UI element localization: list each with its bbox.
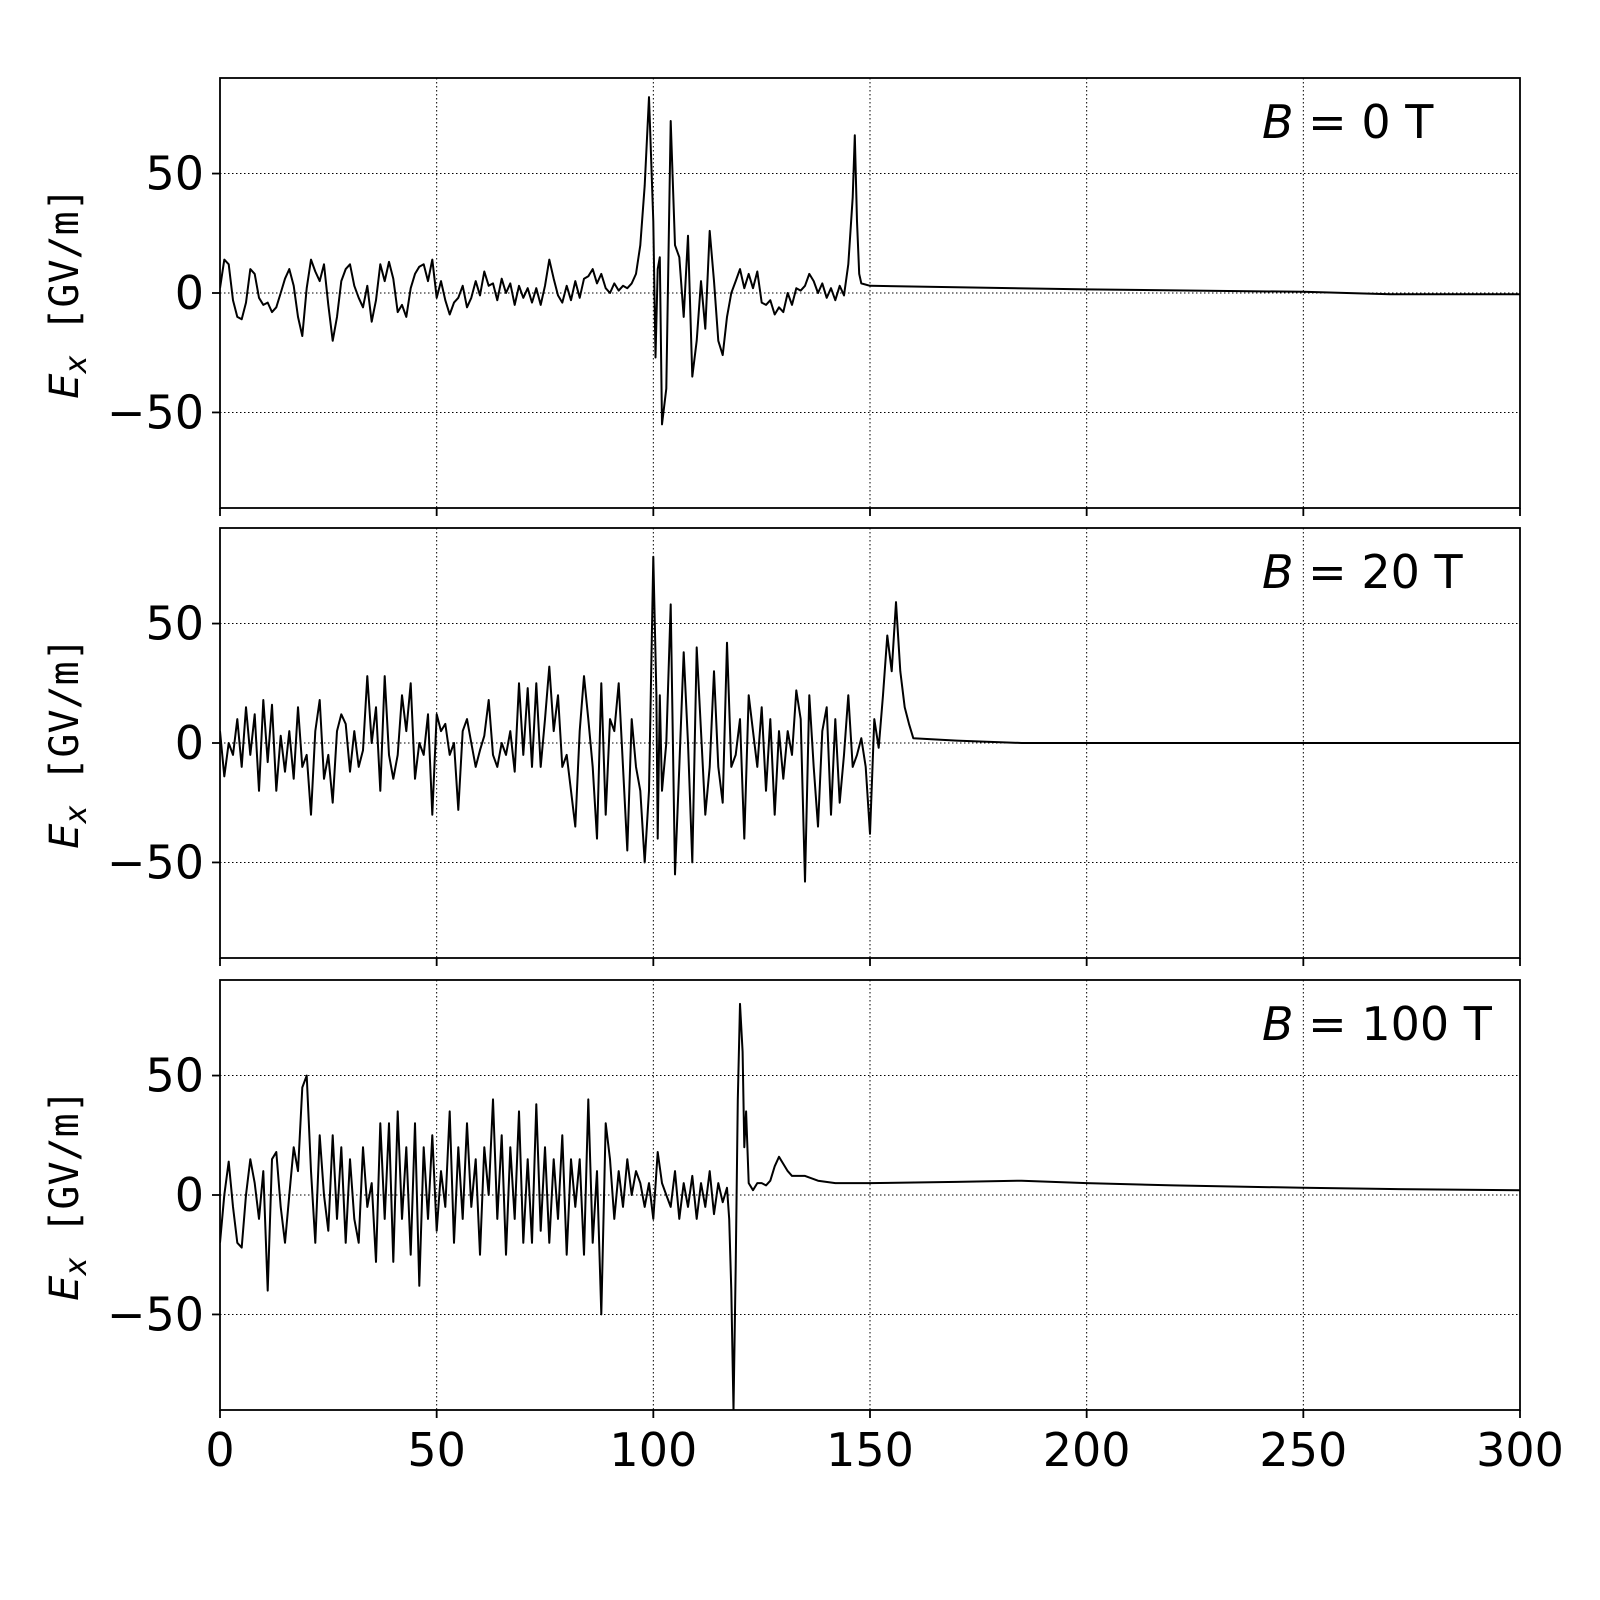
- y-tick-label: 0: [175, 1168, 204, 1222]
- y-tick-label: −50: [107, 1287, 204, 1341]
- x-tick-label: 150: [826, 1423, 914, 1477]
- series-line: [220, 1002, 1520, 1410]
- annotation-value: 0 T: [1361, 95, 1434, 149]
- y-axis-label-symbol: E: [42, 1275, 88, 1301]
- x-tick-label: 0: [205, 1423, 234, 1477]
- field-annotation: B = 0 T: [1262, 95, 1434, 149]
- x-tick-label: 50: [407, 1423, 466, 1477]
- y-axis-label-subscript: x: [59, 1258, 94, 1277]
- series-line: [220, 555, 1520, 883]
- y-axis-label-subscript: x: [59, 806, 94, 825]
- y-axis-label-unit: [GV/m]: [42, 187, 88, 356]
- y-tick-label: 0: [175, 266, 204, 320]
- panel-2: 0 50 100 150 200 250 300 −50 0 50 Ex [GV/m] B = 100…: [42, 979, 1564, 1477]
- y-tick-label: −50: [107, 835, 204, 889]
- annotation-operator: =: [1294, 545, 1362, 599]
- y-tick-label: 0: [175, 716, 204, 770]
- x-tick-label: 200: [1043, 1423, 1131, 1477]
- y-axis-label: Ex [GV/m]: [42, 1089, 94, 1301]
- annotation-variable: B: [1262, 545, 1294, 599]
- x-tick-label: 300: [1476, 1423, 1564, 1477]
- x-tick-label: 100: [609, 1423, 697, 1477]
- annotation-value: 100 T: [1361, 997, 1492, 1051]
- panel-0: −50 0 50 Ex [GV/m] B = 0 T: [42, 77, 1521, 516]
- panel-1: −50 0 50 Ex [GV/m] B = 20 T: [42, 527, 1521, 966]
- annotation-variable: B: [1262, 95, 1294, 149]
- y-axis-label-symbol: E: [42, 823, 88, 849]
- y-tick-label: 50: [145, 147, 204, 201]
- y-axis-label-subscript: x: [59, 356, 94, 375]
- y-axis-label: Ex [GV/m]: [42, 637, 94, 849]
- annotation-operator: =: [1294, 95, 1362, 149]
- y-axis-label-unit: [GV/m]: [42, 1089, 88, 1258]
- y-tick-label: 50: [145, 1049, 204, 1103]
- annotation-variable: B: [1262, 997, 1294, 1051]
- y-axis-label-symbol: E: [42, 373, 88, 399]
- field-annotation: B = 20 T: [1262, 545, 1464, 599]
- series-line: [220, 96, 1520, 426]
- field-annotation: B = 100 T: [1262, 997, 1493, 1051]
- y-axis-label: Ex [GV/m]: [42, 187, 94, 399]
- y-tick-label: −50: [107, 385, 204, 439]
- y-tick-label: 50: [145, 597, 204, 651]
- y-axis-label-unit: [GV/m]: [42, 637, 88, 806]
- x-tick-label: 250: [1259, 1423, 1347, 1477]
- annotation-value: 20 T: [1361, 545, 1463, 599]
- annotation-operator: =: [1294, 997, 1362, 1051]
